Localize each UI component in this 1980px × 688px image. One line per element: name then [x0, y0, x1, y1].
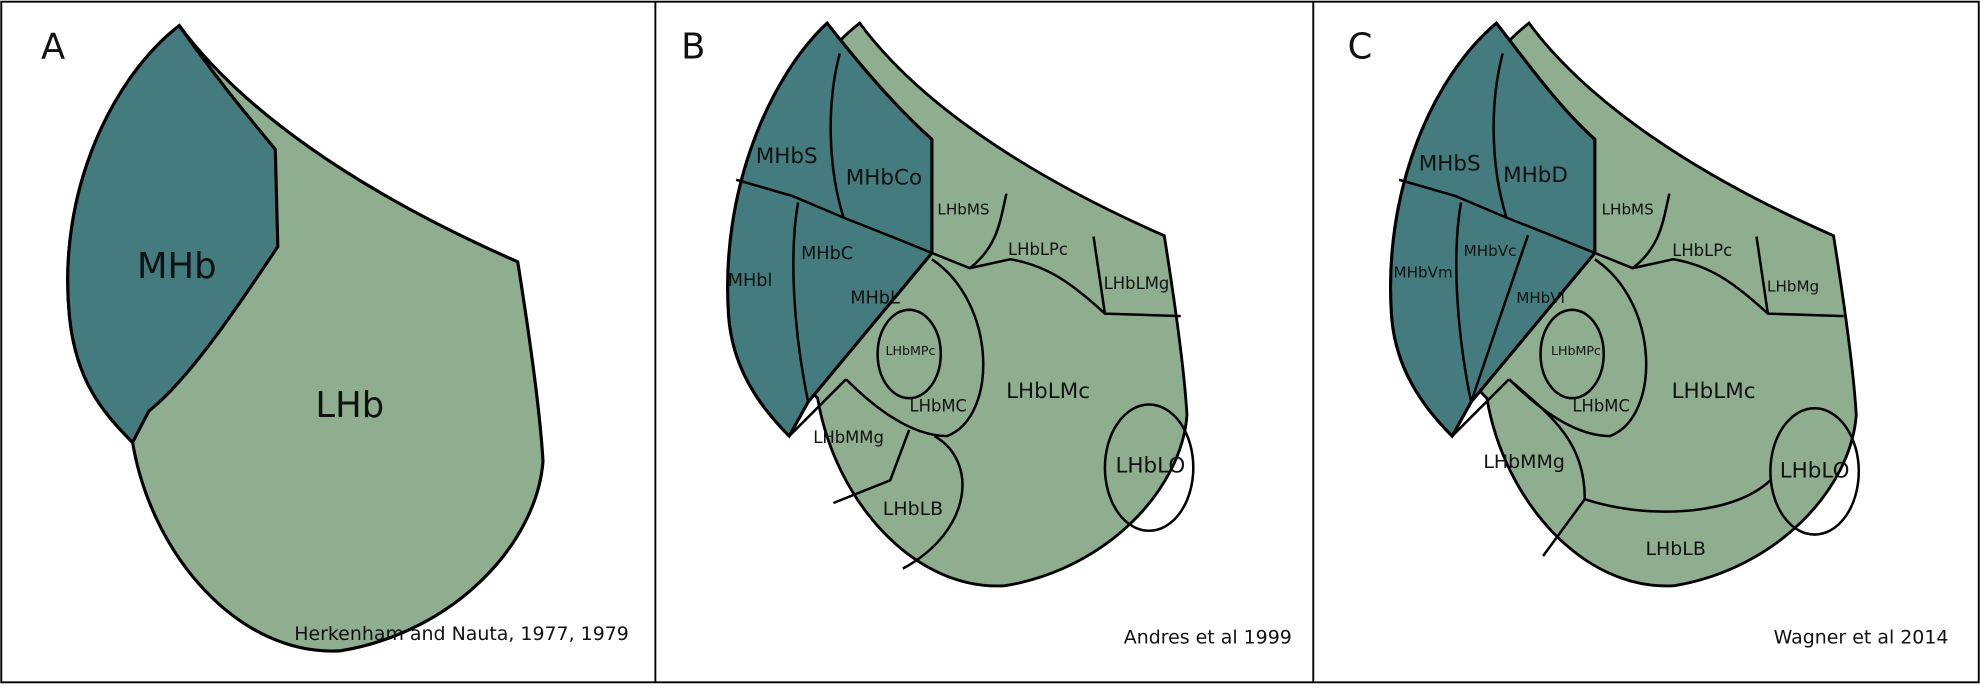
- region-label: MHbVl: [1516, 289, 1565, 307]
- region-label: LHbMC: [909, 397, 967, 416]
- region-label: LHbMPc: [885, 343, 935, 358]
- region-label: MHbL: [850, 288, 900, 308]
- citation: Andres et al 1999: [1124, 627, 1292, 649]
- region-label: LHbLB: [883, 498, 943, 520]
- region-label: LHbMS: [1602, 201, 1654, 219]
- region-label: LHbLMg: [1104, 274, 1170, 293]
- region-label: LHbLO: [1780, 458, 1850, 483]
- region-label: LHbMPc: [1551, 343, 1601, 358]
- citation: Wagner et al 2014: [1774, 627, 1949, 649]
- region-label: MHbS: [1419, 152, 1481, 177]
- region-label: LHbLMc: [1006, 379, 1090, 404]
- region-label: LHb: [315, 385, 384, 426]
- region-label: LHbLB: [1645, 538, 1705, 560]
- panel-letter: A: [41, 26, 65, 67]
- region-label: MHb: [137, 246, 217, 287]
- panel-c-regions: [1389, 20, 1861, 557]
- region-label: MHbCo: [846, 165, 922, 190]
- region-label: LHbMMg: [813, 428, 884, 447]
- panel-a-shape: [66, 23, 545, 653]
- region-label: MHbD: [1503, 163, 1568, 188]
- panel-letter: B: [681, 26, 705, 67]
- region-label: MHbC: [801, 244, 853, 264]
- region-label: MHbl: [728, 271, 773, 291]
- citation: Herkenham and Nauta, 1977, 1979: [294, 623, 629, 645]
- region-label: MHbVm: [1394, 264, 1453, 282]
- labels: A Herkenham and Nauta, 1977, 1979 MHb LHb B A…: [41, 26, 1948, 648]
- region-label: LHbLPc: [1672, 241, 1732, 260]
- region-label: LHbMS: [937, 201, 989, 219]
- region-label: MHbS: [756, 144, 818, 169]
- region-label: LHbMg: [1767, 278, 1819, 296]
- region-label: LHbLMc: [1672, 379, 1756, 404]
- region-label: LHbMC: [1572, 397, 1630, 416]
- region-label: LHbLO: [1115, 453, 1185, 478]
- region-label: MHbVc: [1464, 242, 1517, 260]
- panel-letter: C: [1348, 26, 1373, 67]
- region-label: LHbMMg: [1483, 451, 1565, 473]
- panel-b-regions: [726, 20, 1195, 570]
- region-label: LHbLPc: [1008, 240, 1068, 259]
